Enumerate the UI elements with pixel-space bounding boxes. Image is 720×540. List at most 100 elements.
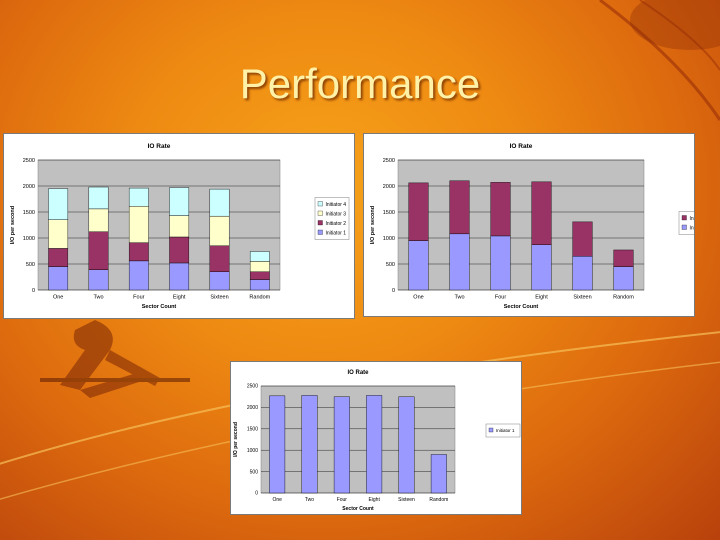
bar-segment	[169, 215, 190, 238]
x-axis-label: Sector Count	[504, 304, 539, 310]
bar-segment	[209, 245, 230, 273]
io-rate-chart-one-initiator: IO Rate 0 500 1000 1500 2000 2500 I/O per secon…	[230, 361, 522, 515]
x-tick-label: Sixteen	[398, 497, 415, 503]
legend-swatch	[681, 215, 687, 221]
bar-segment	[128, 260, 149, 291]
legend-label: Initiator 2	[326, 221, 347, 227]
bar-segment	[128, 242, 149, 262]
y-tick-label: 1000	[383, 236, 395, 242]
y-axis-label: I/O per second	[10, 206, 16, 244]
bar-segment	[48, 248, 69, 267]
runner-silhouette	[40, 320, 190, 398]
y-axis-label: I/O per second	[370, 206, 376, 244]
legend-swatch	[317, 210, 323, 216]
bar-segment	[613, 249, 634, 267]
legend-swatch	[488, 427, 494, 433]
y-tick-label: 2500	[383, 158, 395, 164]
plot-area	[37, 159, 281, 291]
legend-label: Initiator 1	[496, 428, 515, 433]
x-tick-label: One	[272, 497, 282, 503]
bar-segment	[531, 181, 552, 245]
x-axis-label: Sector Count	[342, 506, 374, 512]
y-tick-label: 1000	[247, 448, 258, 454]
legend-label: Initiator 1	[326, 231, 347, 237]
bar-segment	[169, 187, 190, 216]
y-tick-label: 2000	[383, 184, 395, 190]
x-tick-label: Eight	[173, 295, 186, 301]
bar-segment	[398, 396, 415, 494]
legend-swatch	[681, 224, 687, 230]
bar-segment	[88, 186, 109, 210]
x-tick-label: Four	[337, 497, 348, 503]
legend-label: Initiator 3	[326, 212, 347, 218]
y-tick-label: 500	[26, 262, 35, 268]
bar-segment	[430, 454, 447, 494]
x-tick-label: Eight	[535, 295, 548, 301]
bar-segment	[88, 269, 109, 291]
chart-svg: IO Rate 0 500 1000 1500 2000 2500 I/O per secon…	[233, 370, 521, 512]
io-rate-chart-four-initiators: IO Rate 0 500 1000 1500 2000 2500 I/O per secon…	[3, 133, 355, 319]
bar-segment	[531, 244, 552, 291]
y-tick-label: 2500	[247, 384, 258, 390]
bar-segment	[490, 182, 511, 237]
legend-label: Initiator 1	[690, 226, 695, 232]
y-tick-label: 2000	[247, 405, 258, 411]
bar-segment	[269, 395, 286, 494]
chart-svg: IO Rate 0 500 1000 1500 2000 2500 I/O per secon…	[10, 143, 350, 310]
x-tick-label: Random	[613, 295, 634, 301]
y-tick-label: 500	[386, 262, 395, 268]
legend-swatch	[317, 220, 323, 226]
x-tick-label: Four	[133, 295, 144, 301]
y-axis-label: I/O per second	[233, 422, 239, 457]
legend-swatch	[317, 201, 323, 207]
bar-segment	[209, 215, 230, 247]
x-tick-label: Random	[249, 295, 270, 301]
x-tick-label: Eight	[368, 497, 380, 503]
chart-title: IO Rate	[510, 143, 533, 150]
io-rate-chart-two-initiators: IO Rate 0 500 1000 1500 2000 2500 I/O per secon…	[363, 133, 695, 317]
slide-title: Performance	[239, 60, 481, 107]
bar-segment	[249, 251, 270, 262]
bar-segment	[301, 395, 318, 494]
x-tick-label: One	[53, 295, 63, 301]
legend-label: Initiator 2	[690, 216, 695, 222]
y-tick-label: 0	[255, 491, 258, 497]
y-tick-label: 1500	[383, 210, 395, 216]
plot-area	[397, 159, 645, 291]
y-tick-label: 1500	[247, 426, 258, 432]
bar-segment	[333, 396, 350, 494]
y-tick-label: 500	[250, 469, 259, 475]
bar-segment	[249, 271, 270, 280]
x-tick-label: Random	[429, 497, 448, 503]
bar-segment	[169, 262, 190, 291]
bar-segment	[366, 395, 383, 494]
y-tick-label: 2000	[23, 184, 35, 190]
bar-segment	[249, 261, 270, 273]
plot-area	[260, 385, 456, 494]
bar-segment	[572, 255, 593, 291]
bar-segment	[249, 279, 270, 291]
chart-svg: IO Rate 0 500 1000 1500 2000 2500 I/O per secon…	[370, 143, 695, 310]
bar-segment	[490, 235, 511, 291]
x-tick-label: Sixteen	[210, 295, 228, 301]
bar-segment	[209, 271, 230, 291]
y-tick-label: 1500	[23, 210, 35, 216]
x-tick-label: Two	[454, 295, 464, 301]
x-tick-label: Two	[305, 497, 314, 503]
legend-label: Initiator 4	[326, 202, 347, 208]
bar-segment	[128, 187, 149, 207]
legend-swatch	[317, 229, 323, 235]
bar-segment	[449, 233, 470, 291]
x-axis-label: Sector Count	[142, 304, 177, 310]
x-tick-label: Two	[93, 295, 103, 301]
bar-segment	[572, 221, 593, 257]
bar-segment	[449, 180, 470, 235]
bar-segment	[169, 236, 190, 264]
bar-segment	[48, 219, 69, 249]
x-tick-label: Sixteen	[573, 295, 591, 301]
bar-segment	[128, 206, 149, 243]
bar-segment	[88, 208, 109, 232]
bar-segment	[48, 188, 69, 220]
